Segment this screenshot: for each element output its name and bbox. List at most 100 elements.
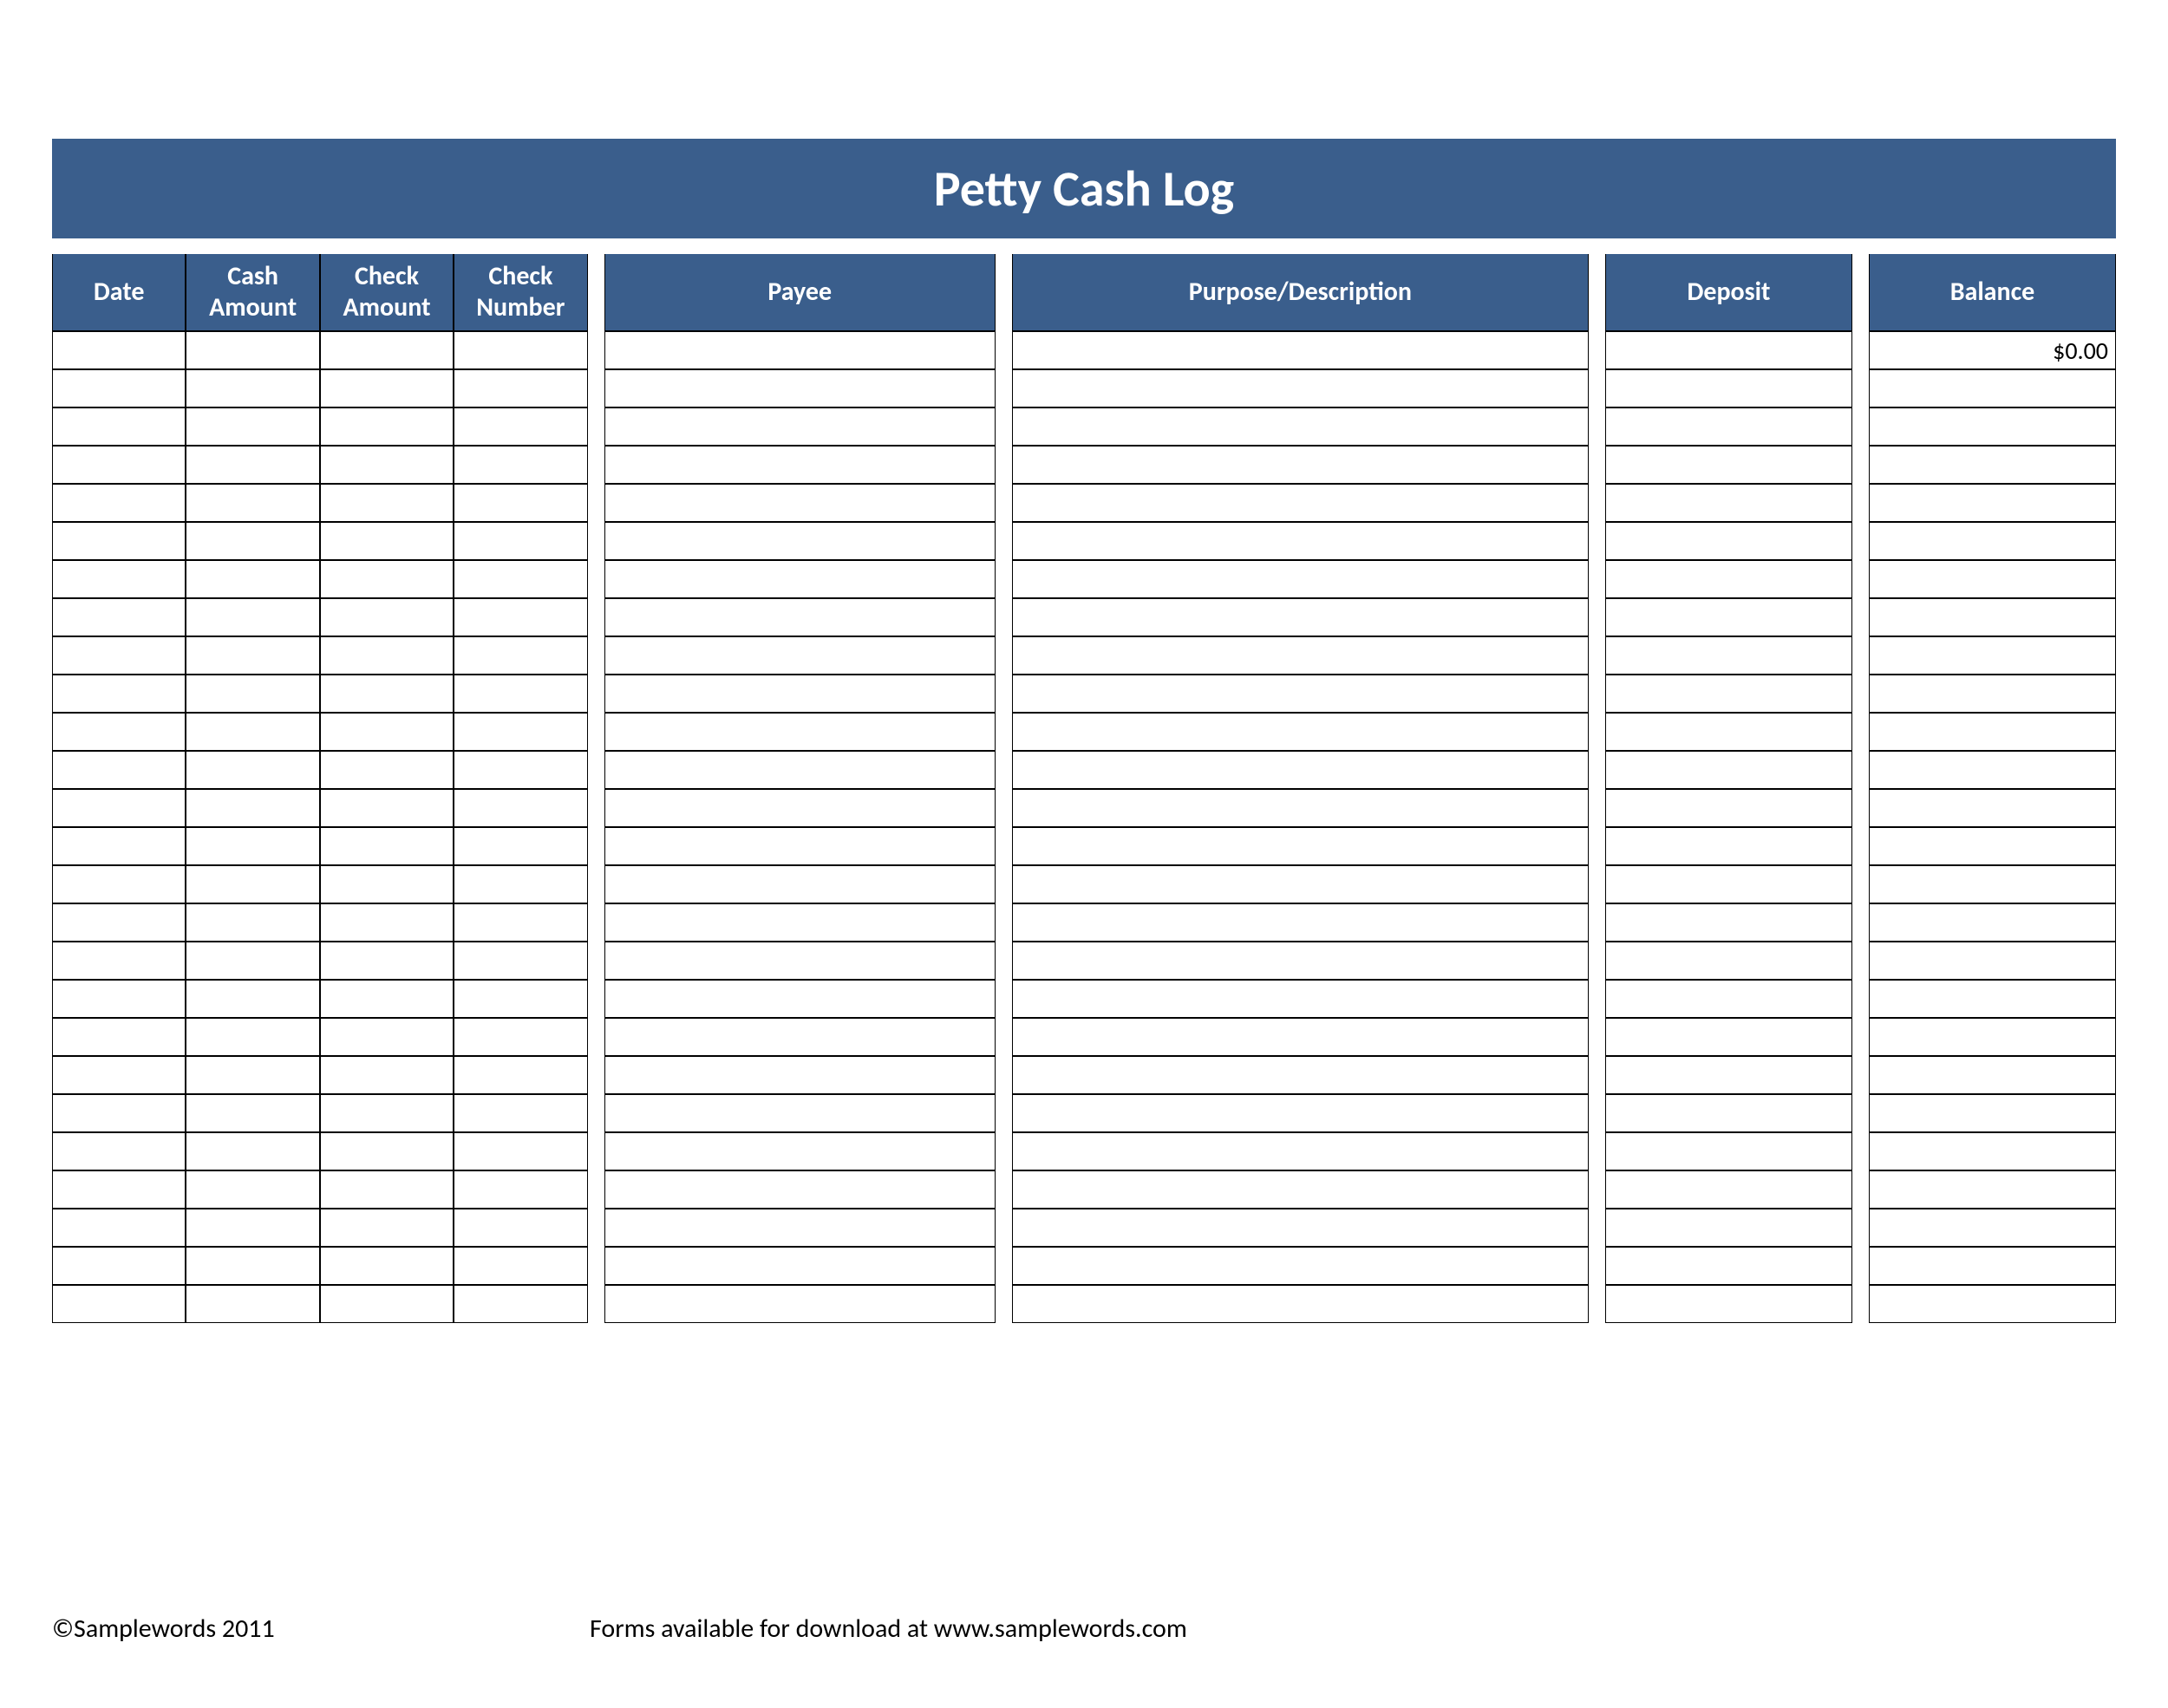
table-row [52,675,2116,713]
table-cell [604,331,996,369]
table-cell [1869,865,2116,903]
table-cell [454,484,587,522]
table-cell [52,522,186,560]
table-cell [454,713,587,751]
table-cell [604,522,996,560]
table-cell [1869,903,2116,942]
table-cell [1869,1132,2116,1170]
table-row-initial: Initial deposit/Starting balance —> $0.00 [52,331,2116,369]
initial-deposit-label: Initial deposit/Starting balance —> [1012,331,1589,369]
table-cell [186,331,319,369]
table-row [52,1094,2116,1132]
table-cell [1012,1094,1589,1132]
table-cell [320,446,454,484]
table-row [52,865,2116,903]
table-cell [454,942,587,980]
table-cell [1869,522,2116,560]
table-cell [320,903,454,942]
table-cell [1605,751,1852,789]
petty-cash-table: Date Cash Amount Check Amount Check Numb… [52,254,2116,1323]
table-cell [1012,675,1589,713]
table-row [52,369,2116,407]
table-cell [186,827,319,865]
table-row [52,1209,2116,1247]
table-cell [1012,751,1589,789]
col-header-date: Date [52,254,186,331]
table-row [52,560,2116,598]
table-cell [186,1056,319,1094]
table-cell [454,827,587,865]
table-cell [1012,636,1589,675]
table-cell [1869,446,2116,484]
initial-balance-value: $0.00 [1869,331,2116,369]
table-cell [1869,675,2116,713]
table-cell [320,865,454,903]
table-cell [454,407,587,446]
table-cell [52,598,186,636]
table-cell [1869,636,2116,675]
table-cell [320,1209,454,1247]
table-cell [1012,1247,1589,1285]
table-cell [320,713,454,751]
table-row [52,522,2116,560]
table-cell [604,942,996,980]
table-cell [186,1209,319,1247]
table-cell [320,1285,454,1323]
table-cell [1012,1170,1589,1209]
table-cell [454,560,587,598]
table-cell [1605,1170,1852,1209]
table-cell [320,1094,454,1132]
table-cell [604,980,996,1018]
table-cell [604,827,996,865]
table-cell [52,675,186,713]
table-cell [186,522,319,560]
table-cell [186,560,319,598]
table-cell [1012,903,1589,942]
table-cell [52,1132,186,1170]
table-cell [1012,789,1589,827]
table-cell [1869,484,2116,522]
col-header-cash-amount: Cash Amount [186,254,319,331]
table-cell [320,827,454,865]
table-cell [1605,598,1852,636]
table-cell [1605,1132,1852,1170]
table-cell [52,446,186,484]
table-row [52,484,2116,522]
table-cell [604,903,996,942]
table-cell [1605,789,1852,827]
table-cell [1869,713,2116,751]
table-cell [454,1056,587,1094]
table-cell [454,1247,587,1285]
table-cell [1605,942,1852,980]
table-cell [454,865,587,903]
table-cell [52,636,186,675]
table-cell [52,789,186,827]
table-cell [604,1018,996,1056]
table-row [52,903,2116,942]
table-cell [52,407,186,446]
table-cell [604,446,996,484]
copyright-text: ©Samplewords 2011 [52,1613,275,1645]
table-cell [1605,675,1852,713]
table-cell [1012,865,1589,903]
table-cell [320,522,454,560]
table-cell [320,942,454,980]
table-cell [186,865,319,903]
download-text: Forms available for download at www.samp… [590,1613,1187,1645]
col-header-balance: Balance [1869,254,2116,331]
table-cell [1012,446,1589,484]
table-cell [186,1094,319,1132]
table-cell [604,675,996,713]
table-cell [604,1094,996,1132]
table-cell [186,789,319,827]
table-cell [454,1018,587,1056]
table-cell [454,331,587,369]
table-cell [1012,484,1589,522]
table-cell [604,1285,996,1323]
table-row [52,1018,2116,1056]
col-header-check-amount: Check Amount [320,254,454,331]
table-cell [454,980,587,1018]
table-cell [186,636,319,675]
table-row [52,1170,2116,1209]
table-cell [454,903,587,942]
